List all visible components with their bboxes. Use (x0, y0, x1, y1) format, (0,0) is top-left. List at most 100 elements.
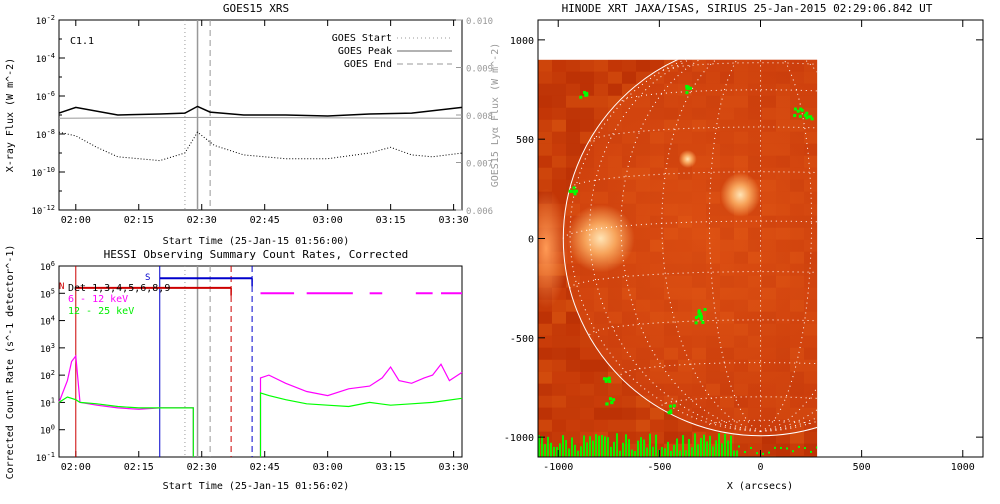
hessi-y-axis-label: Corrected Count Rate (s^-1 detector^-1) (5, 245, 16, 480)
xrt-tile (580, 119, 594, 132)
xrt-saturated-pixel (572, 190, 576, 194)
xrt-tile (608, 431, 622, 444)
xrt-saturated-band (538, 435, 540, 457)
xrt-saturated-pixels (538, 84, 818, 457)
xrt-tile (580, 419, 594, 432)
xrt-saturated-band (676, 438, 678, 457)
goes-y-tick-label: 10-2 (36, 14, 55, 27)
hessi-detectors-label: Det 1,3,4,5,6,8,9 (68, 283, 170, 294)
xrt-saturated-pixel (762, 452, 764, 455)
xrt-saturated-pixel (699, 317, 703, 321)
xrt-tile (566, 71, 580, 84)
hessi-y-tick-label: 10-1 (36, 451, 55, 464)
hessi-legend-high-energy: 12 - 25 keV (68, 306, 134, 317)
xrt-saturated-pixel (669, 411, 673, 415)
xrt-tile (580, 95, 594, 108)
xrt-saturated-pixel (604, 379, 608, 383)
xrt-tile (790, 431, 804, 444)
xrt-saturated-band (688, 438, 690, 457)
xrt-y-tick-label: 0 (528, 235, 534, 246)
xrt-saturated-pixel (816, 446, 818, 449)
xrt-saturated-pixel (780, 446, 782, 449)
xrt-tile (636, 59, 650, 72)
xrt-saturated-pixel (699, 314, 703, 318)
xrt-saturated-band (652, 446, 654, 457)
xrt-saturated-pixel (793, 114, 797, 118)
goes-y-tick-label: 10-10 (32, 166, 56, 179)
xrt-y-ticks: -1000 -500 0 500 1000 (504, 36, 983, 444)
xrt-saturated-band (556, 446, 558, 457)
xrt-saturated-band (577, 450, 579, 457)
xrt-saturated-pixel (605, 402, 609, 406)
hessi-x-tick-label: 02:15 (124, 462, 154, 473)
xrt-tile (594, 359, 608, 372)
xrt-tile (678, 419, 692, 432)
xrt-tile (552, 155, 566, 168)
goes-x-ticks: 02:00 02:15 02:30 02:45 03:00 03:15 03:30 (61, 20, 469, 226)
xrt-saturated-band (643, 439, 645, 457)
hessi-y-tick-label: 106 (40, 260, 55, 273)
xrt-tile (580, 371, 594, 384)
xrt-saturated-band (694, 433, 696, 457)
xrt-saturated-pixel (669, 404, 673, 408)
xrt-saturated-band (661, 447, 663, 457)
xrt-saturated-band (649, 433, 651, 457)
xrt-tile (594, 59, 608, 72)
xrt-limb-glow (538, 188, 569, 309)
xrt-tile (552, 383, 566, 396)
xrt-tile (538, 59, 552, 72)
xrt-x-axis-label: X (arcsecs) (727, 481, 793, 492)
xrt-saturated-band (625, 434, 627, 457)
xrt-latitude-line (713, 48, 808, 51)
xrt-tile (706, 455, 720, 458)
xrt-tile (580, 359, 594, 372)
xrt-x-tick-label: 1000 (951, 462, 975, 473)
xrt-tile (552, 131, 566, 144)
goes-x-axis-label: Start Time (25-Jan-15 01:56:00) (163, 236, 350, 247)
xrt-tile (538, 179, 552, 192)
xrt-saturated-band (640, 437, 642, 457)
hessi-title: HESSI Observing Summary Count Rates, Cor… (104, 248, 409, 261)
xrt-x-tick-label: 500 (853, 462, 871, 473)
xrt-tile (720, 455, 734, 458)
xrt-tile (790, 443, 804, 456)
xrt-tile (678, 455, 692, 458)
xrt-tile (552, 323, 566, 336)
xrt-saturated-band (586, 442, 588, 457)
xrt-saturated-pixel (798, 114, 802, 118)
goes-series-line (58, 116, 463, 119)
xrt-saturated-pixel (699, 312, 703, 316)
xrt-saturated-pixel (799, 107, 803, 111)
goes-series-line (58, 105, 463, 117)
xrt-saturated-band (613, 441, 615, 457)
xrt-saturated-pixel (694, 316, 698, 320)
hessi-series-group (58, 354, 463, 457)
xrt-tile (594, 371, 608, 384)
goes-y-ticks: 10-12 10-10 10-8 10-6 10-4 10-2 (32, 14, 65, 217)
xrt-tile (566, 335, 580, 348)
xrt-saturated-pixel (669, 409, 673, 413)
xrt-saturated-band (667, 441, 669, 457)
hessi-y-tick-label: 100 (40, 424, 55, 437)
xrt-tile (622, 455, 636, 458)
goes-x-tick-label: 03:00 (313, 215, 343, 226)
hessi-y-tick-label: 102 (40, 369, 55, 382)
xrt-tile (594, 419, 608, 432)
xrt-active-region-bright (566, 204, 635, 273)
xrt-saturated-band (562, 435, 564, 457)
xrt-saturated-pixel (584, 93, 588, 97)
goes-panel: GOES15 XRS 02:00 02:15 02:30 02:45 03:00 03:1… (5, 2, 501, 247)
xrt-saturated-pixel (685, 86, 689, 90)
xrt-saturated-pixel (738, 445, 740, 448)
xrt-tile (762, 443, 776, 456)
xrt-saturated-pixel (572, 186, 576, 190)
xrt-saturated-band (610, 446, 612, 457)
xrt-tile (538, 323, 552, 336)
xrt-saturated-band (703, 434, 705, 457)
xrt-saturated-pixel (810, 117, 814, 121)
xrt-tile (552, 143, 566, 156)
xrt-saturated-band (598, 435, 600, 457)
xrt-tile (636, 419, 650, 432)
xrt-saturated-pixel (809, 115, 813, 119)
xrt-saturated-band (733, 450, 735, 457)
